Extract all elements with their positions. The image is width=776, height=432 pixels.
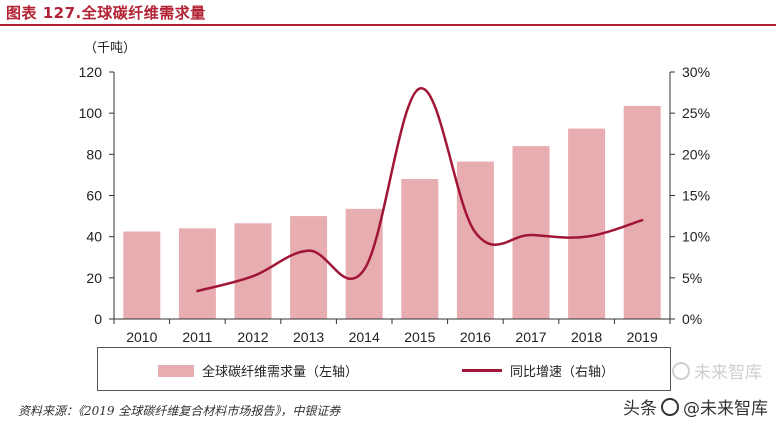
x-tick-label: 2010 [126,329,157,345]
bar-series [123,105,661,320]
chart-svg: 0 20 40 60 80 100 120 0% 5% 10% 15% 20% 25% 30% 2010 20… [79,64,710,345]
y-right-tick-label: 25% [682,105,710,121]
y-left-tick-label: 0 [94,311,102,327]
x-tick-label: 2011 [182,329,212,345]
y-axis-unit-label: （千吨） [84,41,137,56]
watermark-top: 未来智 库 [668,358,762,383]
chart-title: 图表 127.全球碳纤维需求量 [6,4,206,22]
y-left-tick-label: 60 [86,188,102,204]
y-left-tick-label: 120 [79,64,103,80]
wechat-icon [672,361,690,380]
bar [456,161,494,319]
legend-bar-swatch [158,364,194,377]
x-tick-label: 2019 [627,329,658,345]
watermark-bottom-text-1: 头条 [623,399,657,419]
legend: 全球碳纤维需求量（左轴） 同比增速（右轴） [97,347,671,391]
bar [123,231,161,319]
y-right-tick-label: 30% [682,64,710,80]
x-tick-label: 2014 [349,329,380,345]
watermark-bottom: 头条 @未来智库 [623,394,768,419]
y-left-tick-label: 80 [86,146,102,162]
title-rule [0,24,776,26]
x-tick-label: 2016 [460,329,491,345]
growth-line [196,87,644,293]
legend-item-bar: 全球碳纤维需求量（左轴） [158,361,358,380]
legend-item-line: 同比增速（右轴） [462,361,614,380]
bar [568,128,606,319]
source-note: 资料来源：《2019 全球碳纤维复合材料市场报告》，中银证券 [18,404,341,418]
bar [512,146,550,319]
y-right-tick-label: 15% [682,188,710,204]
bar [178,228,216,319]
y-right-tick-label: 20% [682,146,710,162]
y-right-tick-label: 10% [682,229,710,245]
watermark-bottom-text-2: @未来智库 [683,399,768,419]
x-tick-label: 2013 [293,329,324,345]
x-tick-label: 2017 [515,329,546,345]
y-right-tick-label: 0% [682,311,702,327]
watermark-top-text-2: 库 [745,363,762,383]
line-series [196,87,644,293]
y-left-tick-label: 100 [79,105,103,121]
axes: 0 20 40 60 80 100 120 0% 5% 10% 15% 20% 25% 30% 2010 20… [79,64,710,345]
bar [401,179,439,319]
y-right-tick-label: 5% [682,270,702,286]
y-left-tick-label: 20 [86,270,102,286]
x-tick-label: 2015 [404,329,435,345]
x-tick-label: 2012 [237,329,268,345]
bar [345,208,383,319]
toutiao-icon [661,397,679,416]
watermark-top-text-1: 未来智 [694,363,745,383]
bar [290,216,328,319]
bar [623,105,661,320]
legend-bar-label: 全球碳纤维需求量（左轴） [202,365,359,380]
legend-line-label: 同比增速（右轴） [510,365,615,380]
legend-line-swatch [462,369,502,372]
y-left-tick-label: 40 [86,229,102,245]
x-tick-label: 2018 [571,329,602,345]
